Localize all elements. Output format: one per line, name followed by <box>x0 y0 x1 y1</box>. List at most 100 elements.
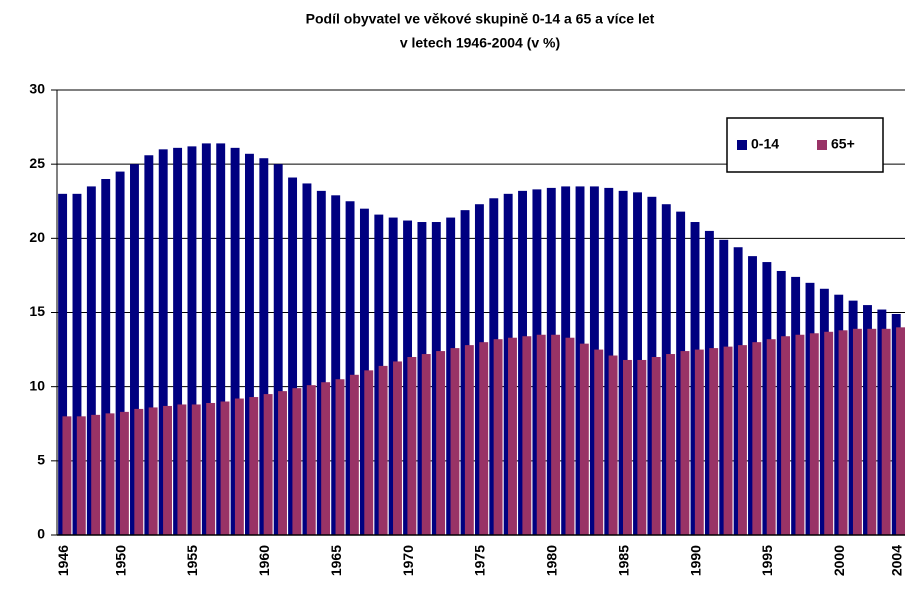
bar <box>249 397 259 535</box>
bar <box>407 357 417 535</box>
bar <box>220 401 230 535</box>
bar <box>259 158 269 535</box>
bar <box>694 349 704 535</box>
legend-swatch <box>817 140 827 150</box>
bar <box>72 193 82 536</box>
bar <box>91 414 101 535</box>
y-tick-label: 5 <box>37 452 45 468</box>
bar <box>321 382 331 535</box>
bar <box>421 354 431 535</box>
bar <box>115 171 125 536</box>
bar <box>852 328 862 535</box>
bar <box>158 149 168 536</box>
bar <box>795 334 805 535</box>
bar <box>623 359 632 535</box>
bar <box>594 349 604 535</box>
bar <box>508 337 517 535</box>
bar <box>393 361 402 535</box>
bar <box>766 339 776 535</box>
x-tick-label: 1990 <box>687 545 703 576</box>
bar <box>709 348 719 535</box>
bar <box>349 374 359 535</box>
y-tick-label: 10 <box>29 377 45 393</box>
bar <box>273 164 283 535</box>
x-tick-label: 1960 <box>256 545 272 576</box>
bar <box>666 354 676 535</box>
bar <box>436 351 446 535</box>
x-tick-label: 1975 <box>472 545 488 576</box>
bar <box>737 345 747 535</box>
x-tick-label: 1955 <box>184 545 200 576</box>
bar <box>216 143 226 535</box>
bar <box>522 336 532 535</box>
bar <box>608 355 618 535</box>
bar <box>230 147 240 535</box>
bar <box>105 413 115 535</box>
bar <box>201 143 211 535</box>
legend-label: 0-14 <box>751 136 779 152</box>
bar <box>292 388 302 535</box>
bar <box>896 327 905 535</box>
x-tick-label: 2004 <box>889 545 905 576</box>
bar <box>838 330 848 535</box>
x-tick-label: 1970 <box>400 545 416 576</box>
bar <box>881 328 891 535</box>
y-tick-label: 0 <box>37 526 45 542</box>
x-tick-label: 1965 <box>328 545 344 576</box>
x-tick-label: 1950 <box>112 545 128 576</box>
bar <box>58 193 68 536</box>
bar <box>173 147 183 535</box>
bar <box>536 334 546 535</box>
x-tick-label: 1995 <box>759 545 775 576</box>
bar <box>62 416 72 535</box>
bar <box>191 404 201 535</box>
bar <box>187 146 197 535</box>
x-tick-label: 1946 <box>55 545 71 576</box>
bar <box>101 179 111 535</box>
legend-label: 65+ <box>831 136 855 152</box>
bar <box>234 398 244 535</box>
bar <box>278 391 287 535</box>
bar <box>76 416 86 535</box>
x-tick-label: 1985 <box>615 545 631 576</box>
bar <box>263 394 273 535</box>
bar <box>579 343 589 535</box>
bar <box>288 177 298 535</box>
bar <box>752 342 762 535</box>
bar <box>781 336 791 535</box>
bar <box>316 190 326 535</box>
bar <box>867 328 877 535</box>
y-tick-label: 20 <box>29 229 45 245</box>
bar <box>86 186 96 535</box>
bar <box>824 331 834 535</box>
bar <box>244 153 254 536</box>
bar <box>177 404 187 535</box>
chart-title: v letech 1946-2004 (v %) <box>400 35 560 51</box>
bar <box>335 379 345 535</box>
bar <box>378 365 388 535</box>
bar <box>565 337 575 535</box>
bar <box>464 345 474 535</box>
y-tick-label: 15 <box>29 303 45 319</box>
bar <box>130 164 139 535</box>
chart-title: Podíl obyvatel ve věkové skupině 0-14 a … <box>306 11 655 27</box>
bar <box>331 195 341 536</box>
bar <box>680 351 690 535</box>
legend-swatch <box>737 140 747 150</box>
bar <box>551 334 561 535</box>
bar <box>119 411 129 535</box>
bar <box>809 333 819 535</box>
y-tick-label: 25 <box>29 155 45 171</box>
bar <box>637 359 647 535</box>
x-tick-label: 1980 <box>544 545 560 576</box>
bar <box>723 346 733 535</box>
bar <box>144 155 154 535</box>
bar <box>206 402 216 535</box>
bar <box>148 407 158 535</box>
bar <box>493 339 503 535</box>
bar <box>345 201 355 535</box>
x-tick-label: 2000 <box>831 545 847 576</box>
bar <box>302 183 312 535</box>
bar <box>306 385 316 535</box>
